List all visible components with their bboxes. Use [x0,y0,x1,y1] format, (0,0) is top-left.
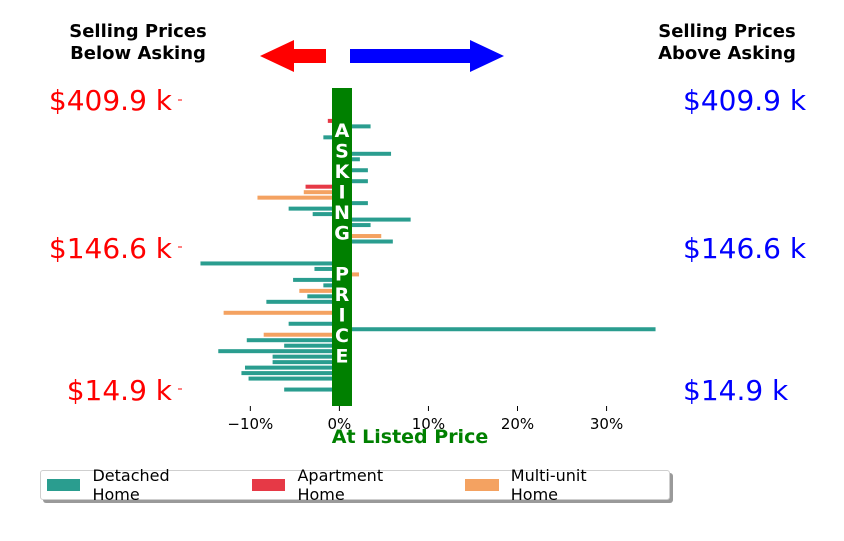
bar-6 [272,354,340,359]
bars-group [200,113,656,392]
left-price-bottom: $14.9 k [66,374,172,407]
legend-label-apartment: Apartment Home [297,466,384,504]
x-tick-label-3: 20% [501,415,534,433]
bar-7 [218,349,340,354]
asking-letter-2: K [335,161,351,183]
left-price-top: $409.9 k [48,84,172,117]
bar-25 [339,239,393,244]
bar-36 [339,179,368,184]
x-tick-label-0: −10% [227,415,273,433]
bar-4 [244,365,340,370]
bar-30 [312,212,340,217]
x-axis-label: At Listed Price [331,426,489,448]
legend-swatch-multiunit [465,479,499,491]
x-axis: −10% 0% 10% 20% 30% [227,406,623,433]
x-tick-label-2: 10% [412,415,445,433]
legend-swatch-detached [47,479,81,491]
asking-letter-1: S [335,141,349,163]
bar-0 [284,387,340,392]
bar-19 [323,283,340,288]
asking-letter-5: G [334,223,350,245]
right-price-bottom: $14.9 k [683,374,789,407]
bar-35 [305,184,340,189]
bar-31 [288,206,340,211]
bar-29 [339,217,411,222]
bar-14 [223,310,340,315]
asking-letter-9: I [338,305,345,327]
asking-price-band [332,88,352,406]
left-price-mid: $146.6 k [48,232,172,265]
bar-9 [246,338,340,343]
bar-12 [288,321,340,326]
x-tick-label-1: 0% [327,415,351,433]
bar-40 [339,151,392,156]
asking-letter-7: P [335,264,349,286]
asking-letter-4: N [334,202,350,224]
asking-letter-0: A [335,120,350,142]
bar-20 [293,277,340,282]
y-ticks [178,99,182,390]
bar-22 [314,266,340,271]
bar-33 [257,195,340,200]
bar-28 [339,223,371,228]
asking-letter-10: C [335,325,349,347]
legend-item-detached: Detached Home [47,466,220,504]
bar-23 [200,261,340,266]
bar-42 [323,135,340,140]
legend-label-multiunit: Multi-unit Home [510,466,587,504]
bar-2 [248,376,340,381]
left-arrow-icon [260,40,326,72]
right-arrow-icon [350,40,504,72]
bar-10 [263,332,340,337]
asking-letter-8: R [335,284,350,306]
right-price-mid: $146.6 k [683,232,807,265]
bar-8 [284,343,340,348]
bar-32 [339,201,368,206]
bar-37 [339,168,368,173]
above-asking-title: Selling Prices Above Asking [658,21,796,64]
right-price-top: $409.9 k [683,84,807,117]
asking-letter-11: E [336,346,349,368]
bar-18 [299,288,340,293]
x-tick-label-4: 30% [590,415,623,433]
bar-3 [241,371,340,376]
bar-17 [307,294,340,299]
bar-11 [339,327,656,332]
legend-item-multiunit: Multi-unit Home [465,466,637,504]
legend-item-apartment: Apartment Home [252,466,433,504]
legend: Detached Home Apartment Home Multi-unit … [40,466,670,504]
bar-43 [339,124,371,129]
asking-letter-3: I [338,182,345,204]
bar-34 [303,190,340,195]
legend-label-detached: Detached Home [92,466,170,504]
below-asking-title: Selling Prices Below Asking [69,21,207,64]
bar-26 [339,234,382,239]
legend-swatch-apartment [252,479,286,491]
bar-5 [272,360,340,365]
bar-16 [266,299,340,304]
